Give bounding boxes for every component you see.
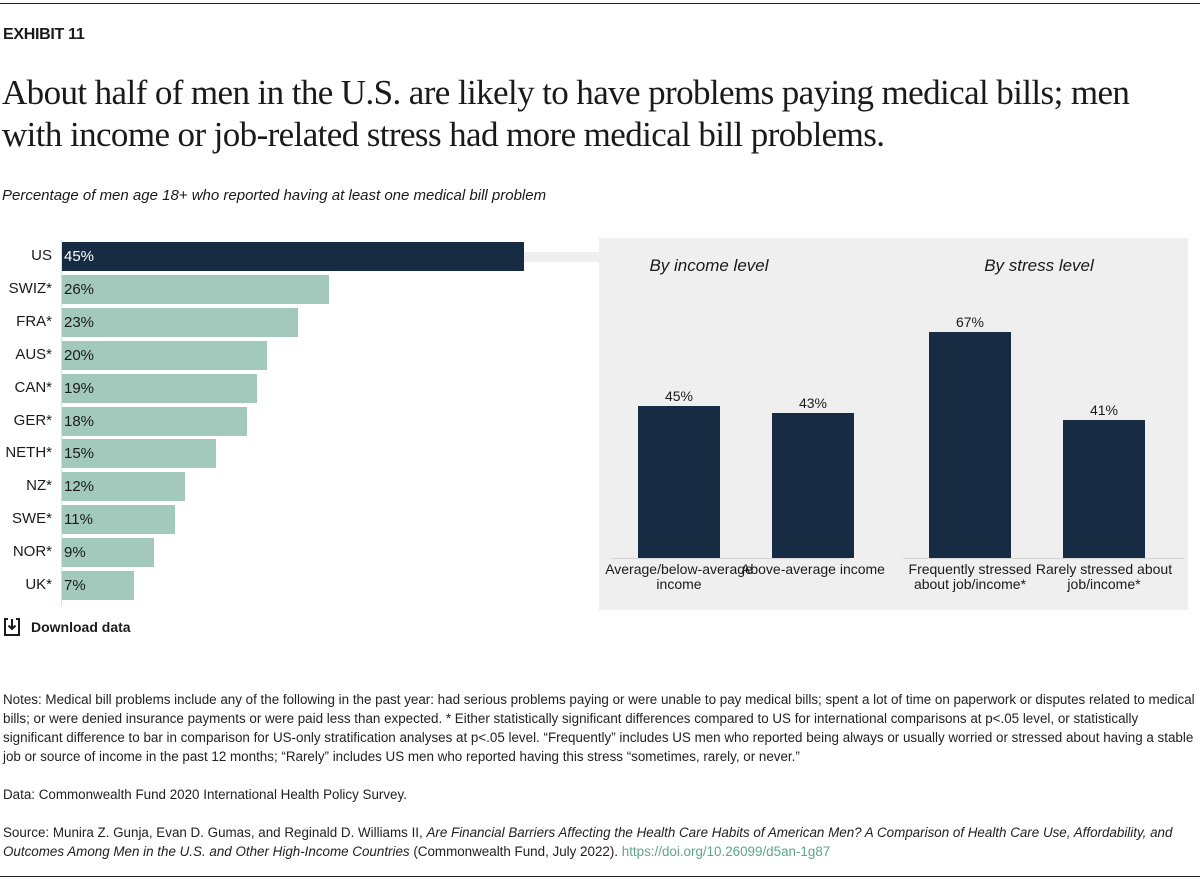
doi-link[interactable]: https://doi.org/10.26099/d5an-1g87: [621, 844, 831, 859]
panel-bar-income-0: [638, 406, 720, 558]
download-data-button[interactable]: Download data: [3, 617, 131, 637]
category-label-swe: SWE*: [11, 510, 52, 528]
bar-fra: [62, 307, 299, 337]
bar-can: [62, 373, 258, 403]
download-label: Download data: [31, 619, 131, 635]
panel-value-label: 45%: [664, 388, 694, 405]
bar-swe: [62, 505, 175, 535]
country-bar-chart: US 45% SWIZ* 26% FRA* 23% AUS* 20% CAN* 19% GER* 18…: [0, 236, 600, 606]
category-label-nor: NOR*: [12, 543, 52, 561]
stress-panel-title: By stress level: [984, 256, 1094, 275]
top-rule: [0, 3, 1200, 4]
notes-text: Notes: Medical bill problems include any…: [3, 692, 1195, 764]
source-authors: Source: Munira Z. Gunja, Evan D. Gumas, …: [3, 825, 427, 840]
income-axis-line: [611, 558, 849, 559]
bottom-rule: [0, 876, 1200, 877]
bar-nor: [62, 538, 155, 568]
data-label-neth: 15%: [64, 445, 95, 463]
category-label-us: US: [31, 247, 52, 264]
bar-us: [62, 242, 524, 271]
download-icon: [4, 618, 20, 636]
exhibit-label: EXHIBIT 11: [3, 26, 85, 43]
panel-category-label: Frequently stressed about job/income*: [908, 561, 1032, 592]
bar-ger: [62, 406, 247, 436]
panel-value-label: 67%: [955, 314, 985, 331]
income-panel-title: By income level: [649, 256, 769, 275]
data-source-text: Data: Commonwealth Fund 2020 Internation…: [3, 787, 407, 802]
country-axis-line: [61, 240, 62, 606]
panel-bar-stress-1: [1063, 419, 1145, 558]
category-label-aus: AUS*: [15, 345, 52, 363]
panel-category-label: Average/below-average income: [605, 561, 753, 592]
chart-subtitle: Percentage of men age 18+ who reported h…: [2, 187, 547, 204]
stress-axis-line: [903, 558, 1185, 559]
panel-bar-income-1: [772, 413, 854, 558]
panel-bar-stress-0: [929, 332, 1011, 558]
category-label-ger: GER*: [13, 411, 52, 429]
category-label-nz: NZ*: [26, 477, 52, 495]
notes-section: Notes: Medical bill problems include any…: [3, 690, 1198, 880]
data-label-aus: 20%: [64, 346, 95, 364]
data-label-swiz: 26%: [64, 280, 95, 298]
chart-title: About half of men in the U.S. are likely…: [2, 73, 1130, 154]
data-label-ger: 18%: [64, 412, 95, 430]
data-label-can: 19%: [64, 379, 95, 397]
source-citation: Source: Munira Z. Gunja, Evan D. Gumas, …: [3, 823, 1198, 861]
data-label-us: 45%: [64, 248, 95, 265]
category-label-neth: NETH*: [5, 444, 52, 462]
bar-aus: [62, 340, 268, 370]
category-label-swiz: SWIZ*: [8, 279, 52, 297]
source-publisher: (Commonwealth Fund, July 2022).: [409, 844, 622, 859]
category-label-uk: UK*: [25, 576, 52, 593]
bar-neth: [62, 439, 216, 469]
panel-category-label: Above-average income: [741, 561, 885, 577]
category-label-can: CAN*: [14, 378, 52, 396]
panel-value-label: 43%: [798, 395, 828, 412]
bar-swiz: [62, 274, 329, 304]
panel-category-label: Rarely stressed about job/income*: [1035, 561, 1173, 592]
data-label-uk: 7%: [64, 577, 86, 594]
bar-uk: [62, 571, 134, 600]
data-label-nz: 12%: [64, 478, 95, 496]
connector-band: [524, 252, 600, 262]
us-breakdown-panel: By income level By stress level 45% Avera…: [599, 238, 1188, 610]
data-label-nor: 9%: [64, 544, 86, 562]
source-title: Are Financial Barriers Affecting the Hea…: [3, 825, 1173, 859]
bar-nz: [62, 472, 186, 502]
data-label-fra: 23%: [64, 313, 95, 331]
data-label-swe: 11%: [64, 511, 93, 529]
panel-value-label: 41%: [1089, 401, 1119, 418]
category-label-fra: FRA*: [16, 312, 52, 330]
